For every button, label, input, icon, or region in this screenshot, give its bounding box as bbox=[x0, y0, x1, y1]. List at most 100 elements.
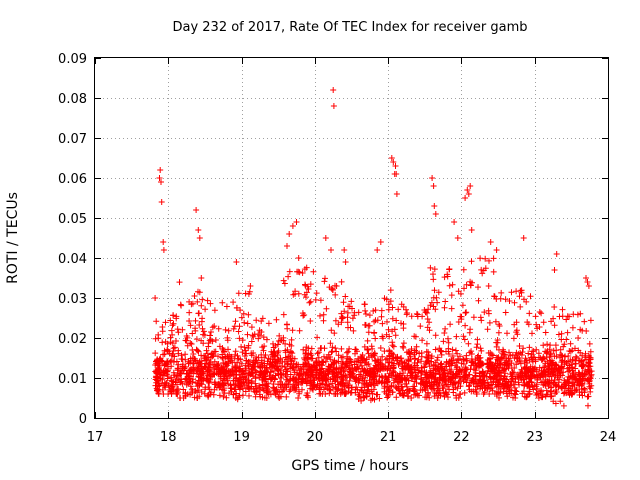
data-point bbox=[533, 392, 540, 398]
data-point bbox=[245, 345, 252, 351]
data-point bbox=[448, 292, 455, 299]
data-point bbox=[408, 346, 415, 352]
data-point bbox=[441, 382, 448, 388]
data-point bbox=[345, 303, 352, 310]
data-point bbox=[211, 370, 218, 377]
data-point bbox=[295, 255, 302, 261]
data-point bbox=[180, 386, 187, 393]
data-point bbox=[243, 357, 250, 364]
data-point bbox=[211, 386, 218, 393]
x-tick-label: 20 bbox=[307, 430, 324, 445]
data-point bbox=[445, 335, 451, 342]
data-point bbox=[314, 334, 321, 341]
x-axis-label: GPS time / hours bbox=[291, 458, 408, 474]
data-point bbox=[511, 390, 518, 397]
data-point bbox=[484, 326, 491, 333]
data-point bbox=[194, 395, 201, 401]
data-point bbox=[558, 364, 565, 371]
data-point bbox=[291, 355, 298, 362]
data-point bbox=[565, 353, 572, 359]
data-point bbox=[534, 385, 541, 392]
data-point bbox=[242, 371, 249, 378]
data-point bbox=[553, 251, 560, 257]
data-point bbox=[537, 374, 544, 381]
data-point bbox=[301, 355, 307, 361]
data-point bbox=[538, 387, 544, 394]
data-point bbox=[315, 349, 322, 356]
data-point bbox=[587, 317, 594, 324]
data-point bbox=[231, 323, 238, 330]
data-point bbox=[412, 391, 419, 398]
data-point bbox=[402, 366, 409, 373]
data-point bbox=[469, 279, 475, 286]
data-point bbox=[261, 354, 268, 361]
data-point bbox=[569, 390, 576, 397]
data-point bbox=[563, 316, 570, 323]
data-point bbox=[463, 281, 470, 288]
data-point bbox=[496, 394, 502, 401]
data-point bbox=[550, 398, 557, 405]
data-point bbox=[162, 361, 169, 368]
data-point bbox=[186, 318, 193, 324]
data-point bbox=[352, 366, 359, 373]
data-point bbox=[431, 365, 437, 372]
data-point bbox=[158, 179, 164, 185]
data-point bbox=[355, 355, 361, 362]
data-point bbox=[227, 372, 234, 379]
data-point bbox=[189, 300, 196, 307]
data-point bbox=[373, 378, 380, 385]
data-point bbox=[419, 337, 426, 344]
data-point bbox=[521, 359, 528, 365]
data-point bbox=[363, 370, 370, 377]
data-point bbox=[235, 394, 242, 401]
data-point bbox=[222, 360, 229, 367]
data-point bbox=[497, 295, 504, 302]
data-point bbox=[250, 350, 257, 356]
data-point bbox=[305, 356, 311, 363]
data-point bbox=[292, 363, 299, 370]
data-point bbox=[482, 265, 489, 272]
data-point bbox=[359, 357, 366, 364]
data-point bbox=[169, 322, 176, 329]
data-point bbox=[393, 317, 400, 324]
data-point bbox=[361, 381, 368, 388]
data-point bbox=[189, 330, 196, 337]
data-point bbox=[541, 372, 548, 379]
data-point bbox=[349, 305, 355, 312]
data-point bbox=[199, 325, 206, 332]
data-point bbox=[496, 372, 503, 379]
data-point bbox=[173, 315, 180, 322]
data-point bbox=[384, 378, 391, 385]
data-point bbox=[277, 367, 284, 374]
data-point bbox=[437, 348, 444, 354]
data-point bbox=[472, 369, 479, 376]
data-point bbox=[339, 359, 346, 366]
data-point bbox=[407, 366, 414, 373]
data-point bbox=[292, 376, 299, 383]
data-point bbox=[201, 332, 208, 339]
data-point bbox=[234, 359, 241, 366]
data-point bbox=[576, 392, 583, 398]
data-point bbox=[587, 348, 594, 355]
data-point bbox=[220, 346, 227, 353]
data-point bbox=[286, 231, 293, 237]
data-point bbox=[511, 299, 518, 306]
data-point bbox=[270, 351, 277, 358]
data-point bbox=[168, 383, 175, 390]
data-point bbox=[250, 363, 257, 370]
data-point bbox=[423, 340, 430, 347]
data-point bbox=[307, 298, 314, 305]
data-point bbox=[570, 311, 577, 318]
data-point bbox=[478, 266, 485, 273]
data-point bbox=[198, 381, 205, 388]
data-point bbox=[166, 386, 173, 393]
data-point bbox=[163, 360, 170, 367]
data-point bbox=[256, 332, 263, 339]
data-point bbox=[284, 373, 290, 380]
data-point bbox=[158, 199, 165, 205]
data-point bbox=[275, 393, 282, 400]
data-point bbox=[540, 342, 547, 349]
data-point bbox=[376, 395, 383, 402]
data-point bbox=[241, 319, 248, 326]
data-point bbox=[577, 326, 584, 333]
